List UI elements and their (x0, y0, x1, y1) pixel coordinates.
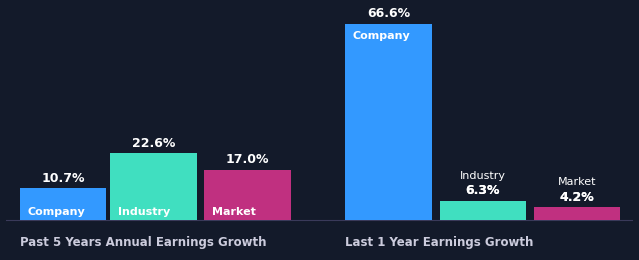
Text: Company: Company (27, 207, 85, 217)
Bar (110, 153, 197, 219)
Bar (534, 207, 620, 219)
Text: 6.3%: 6.3% (466, 184, 500, 197)
Bar (204, 170, 291, 219)
Text: Market: Market (558, 178, 596, 187)
Text: Market: Market (212, 207, 256, 217)
Text: Company: Company (353, 31, 411, 41)
Text: 66.6%: 66.6% (367, 7, 410, 20)
Text: 22.6%: 22.6% (132, 136, 175, 149)
Text: Industry: Industry (460, 171, 506, 181)
Text: Industry: Industry (118, 207, 170, 217)
Bar (20, 188, 106, 219)
Bar (440, 201, 526, 219)
Bar (346, 24, 432, 219)
Text: 17.0%: 17.0% (226, 153, 269, 166)
Text: 6.3%: 6.3% (466, 184, 500, 197)
Text: Past 5 Years Annual Earnings Growth: Past 5 Years Annual Earnings Growth (20, 236, 266, 249)
Text: 10.7%: 10.7% (41, 172, 84, 185)
Text: 4.2%: 4.2% (560, 191, 594, 204)
Text: Last 1 Year Earnings Growth: Last 1 Year Earnings Growth (346, 236, 534, 249)
Text: 4.2%: 4.2% (560, 191, 594, 204)
